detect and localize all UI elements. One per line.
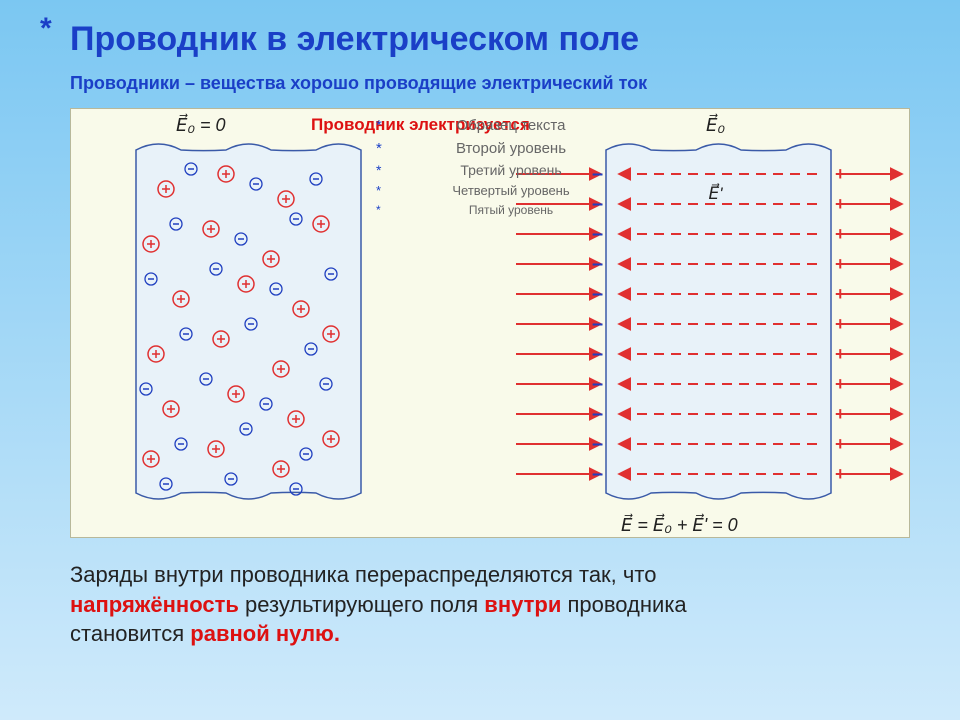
bottom-line2-post: проводника: [561, 592, 686, 617]
slide-title: * Проводник в электрическом поле: [70, 20, 912, 59]
bottom-line1: Заряды внутри проводника перераспределяю…: [70, 560, 912, 590]
title-text: Проводник в электрическом поле: [70, 20, 639, 58]
svg-text:E⃗₀: E⃗₀: [706, 114, 725, 135]
svg-text:+: +: [835, 254, 846, 274]
svg-text:–: –: [592, 313, 603, 335]
svg-text:+: +: [835, 284, 846, 304]
svg-text:+: +: [835, 464, 846, 484]
svg-text:+: +: [835, 344, 846, 364]
em-zero: равной нулю.: [190, 621, 340, 646]
bottom-line2: напряжённость результирующего поля внутр…: [70, 590, 912, 620]
em-napr: напряжённость: [70, 592, 239, 617]
subtitle-text: Проводники – вещества хорошо проводящие …: [70, 73, 912, 94]
svg-text:–: –: [592, 373, 603, 395]
svg-text:E⃗': E⃗': [709, 182, 724, 203]
svg-text:–: –: [592, 193, 603, 215]
em-inside: внутри: [484, 592, 561, 617]
svg-text:–: –: [592, 223, 603, 245]
slide: * Проводник в электрическом поле Проводн…: [0, 0, 960, 720]
svg-text:–: –: [592, 343, 603, 365]
svg-text:–: –: [592, 253, 603, 275]
svg-text:+: +: [835, 194, 846, 214]
bottom-line3: становится равной нулю.: [70, 619, 912, 649]
svg-text:+: +: [835, 404, 846, 424]
diagram-svg: E⃗₀ = 0 E⃗₀ E⃗' – + – + – + – + – + – + – + – + – + – + – + E⃗ = …: [71, 109, 911, 539]
bottom-line3-pre: становится: [70, 621, 190, 646]
svg-text:–: –: [592, 433, 603, 455]
bottom-line2-mid: результирующего поля: [239, 592, 484, 617]
svg-text:–: –: [592, 403, 603, 425]
svg-text:+: +: [835, 434, 846, 454]
title-bullet-icon: *: [40, 12, 52, 46]
svg-text:+: +: [835, 164, 846, 184]
svg-text:–: –: [592, 283, 603, 305]
diagram-panel: E⃗₀ = 0 E⃗₀ E⃗' – + – + – + – + – + – + – + – + – + – + – + E⃗ = …: [70, 108, 910, 538]
svg-text:E⃗₀ = 0: E⃗₀ = 0: [176, 114, 225, 135]
svg-text:+: +: [835, 374, 846, 394]
svg-text:E⃗ = E⃗₀ + E⃗' = 0: E⃗ = E⃗₀ + E⃗' = 0: [621, 514, 738, 535]
bottom-text: Заряды внутри проводника перераспределяю…: [70, 560, 912, 649]
svg-text:+: +: [835, 224, 846, 244]
svg-text:–: –: [592, 463, 603, 485]
svg-text:+: +: [835, 314, 846, 334]
svg-text:–: –: [592, 163, 603, 185]
